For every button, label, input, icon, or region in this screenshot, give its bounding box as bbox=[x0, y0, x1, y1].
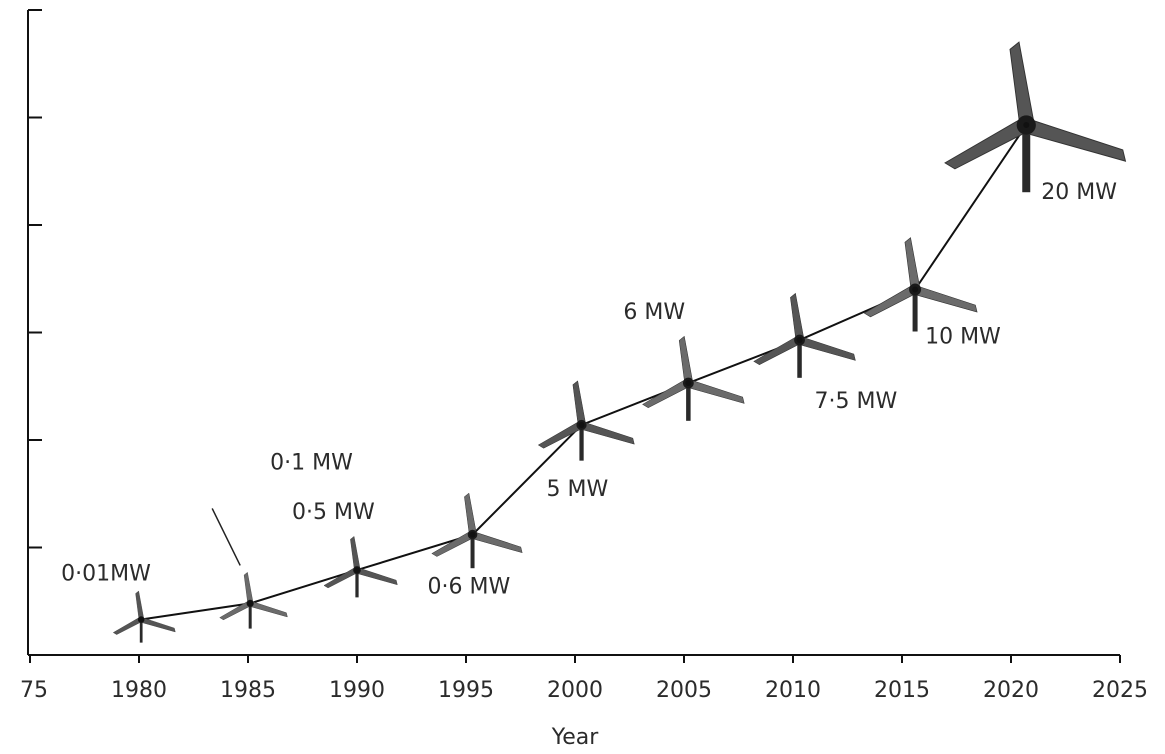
turbine-icon bbox=[944, 41, 1127, 193]
data-point bbox=[1023, 122, 1030, 129]
point-label: 6 MW bbox=[623, 300, 685, 325]
turbine-blade bbox=[572, 380, 587, 426]
turbine-blade bbox=[790, 292, 805, 341]
turbine-icon bbox=[219, 571, 288, 629]
turbine-tower bbox=[686, 383, 691, 421]
point-label: 20 MW bbox=[1041, 180, 1117, 205]
point-label: 0·01MW bbox=[61, 562, 151, 587]
point-label: 5 MW bbox=[547, 477, 609, 502]
point-label: 0·5 MW bbox=[292, 500, 375, 525]
point-label: 7·5 MW bbox=[815, 389, 898, 414]
data-point bbox=[685, 380, 692, 387]
turbine-blade bbox=[355, 567, 398, 586]
turbine-blade bbox=[904, 237, 921, 291]
data-point bbox=[796, 337, 803, 344]
turbine-icon bbox=[431, 492, 523, 569]
point-label: 0·6 MW bbox=[428, 575, 511, 600]
x-tick-label: 2010 bbox=[765, 678, 821, 703]
turbine-tower bbox=[912, 289, 918, 332]
turbine-tower bbox=[1022, 125, 1031, 193]
series-line bbox=[141, 124, 1028, 621]
turbine-tower bbox=[579, 424, 584, 461]
turbine-icon bbox=[537, 380, 635, 461]
x-tick-label: 2005 bbox=[656, 678, 712, 703]
x-tick-label: 2020 bbox=[983, 678, 1039, 703]
point-label: 0·1 MW bbox=[270, 450, 353, 475]
data-point bbox=[578, 421, 585, 428]
x-tick-label: 1995 bbox=[438, 678, 494, 703]
point-label: 10 MW bbox=[925, 325, 1001, 350]
data-point bbox=[138, 616, 145, 623]
x-tick-label: 1980 bbox=[111, 678, 167, 703]
data-point bbox=[247, 600, 254, 607]
x-tick-label: 1990 bbox=[329, 678, 385, 703]
turbine-blade bbox=[135, 590, 145, 620]
turbine-tower bbox=[355, 570, 359, 598]
x-axis-label: Year bbox=[551, 725, 600, 750]
turbine-blade bbox=[1022, 118, 1127, 162]
turbine-icon bbox=[863, 237, 978, 332]
x-tick-label: 75 bbox=[20, 678, 48, 703]
turbine-blade bbox=[350, 536, 361, 571]
data-point bbox=[469, 531, 476, 538]
turbine-blade bbox=[464, 492, 477, 536]
turbine-blade bbox=[140, 617, 176, 633]
turbine-tower bbox=[797, 340, 802, 378]
turbine-tower bbox=[248, 603, 252, 629]
turbine-blade bbox=[912, 285, 978, 313]
x-tick-label: 2015 bbox=[874, 678, 930, 703]
x-tick-label: 1985 bbox=[220, 678, 276, 703]
data-point bbox=[354, 567, 360, 574]
turbine-blade bbox=[1009, 41, 1035, 127]
turbine-tower bbox=[470, 534, 475, 569]
turbine-blade bbox=[243, 571, 254, 604]
turbine-blade bbox=[797, 336, 856, 361]
turbine-tower bbox=[139, 619, 143, 643]
turbine-blade bbox=[686, 379, 745, 404]
turbine-blade bbox=[470, 531, 523, 554]
turbine-icon bbox=[323, 536, 398, 598]
data-point bbox=[912, 286, 919, 293]
turbine-blade bbox=[248, 600, 288, 618]
leader-line bbox=[211, 508, 241, 566]
turbine-blade bbox=[579, 421, 635, 445]
x-tick-label: 2025 bbox=[1092, 678, 1148, 703]
turbine-icon bbox=[642, 335, 745, 421]
x-tick-label: 2000 bbox=[547, 678, 603, 703]
turbine-blade bbox=[678, 335, 694, 384]
turbine-icon bbox=[753, 292, 856, 378]
turbine-icon bbox=[112, 590, 176, 643]
